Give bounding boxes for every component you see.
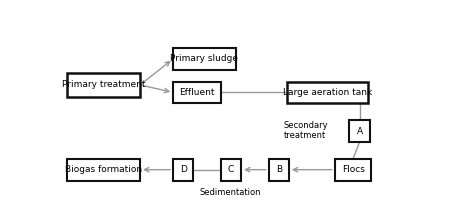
FancyBboxPatch shape (173, 159, 193, 181)
Text: Effluent: Effluent (179, 88, 215, 97)
FancyBboxPatch shape (287, 82, 368, 103)
Text: Primary sludge: Primary sludge (170, 54, 238, 63)
FancyBboxPatch shape (221, 159, 241, 181)
FancyBboxPatch shape (349, 120, 370, 142)
FancyBboxPatch shape (335, 159, 372, 181)
Text: Primary treatment: Primary treatment (62, 80, 145, 89)
FancyBboxPatch shape (269, 159, 289, 181)
FancyBboxPatch shape (173, 48, 236, 70)
FancyBboxPatch shape (66, 159, 140, 181)
Text: B: B (276, 165, 282, 174)
Text: Large aeration tank: Large aeration tank (283, 88, 372, 97)
Text: C: C (228, 165, 234, 174)
Text: Sedimentation: Sedimentation (200, 188, 261, 197)
Text: D: D (180, 165, 187, 174)
Text: Secondary
treatment: Secondary treatment (283, 121, 328, 140)
Text: Biogas formation: Biogas formation (65, 165, 142, 174)
Text: A: A (356, 127, 363, 136)
FancyBboxPatch shape (66, 73, 140, 97)
Text: Flocs: Flocs (342, 165, 365, 174)
FancyBboxPatch shape (173, 82, 221, 103)
